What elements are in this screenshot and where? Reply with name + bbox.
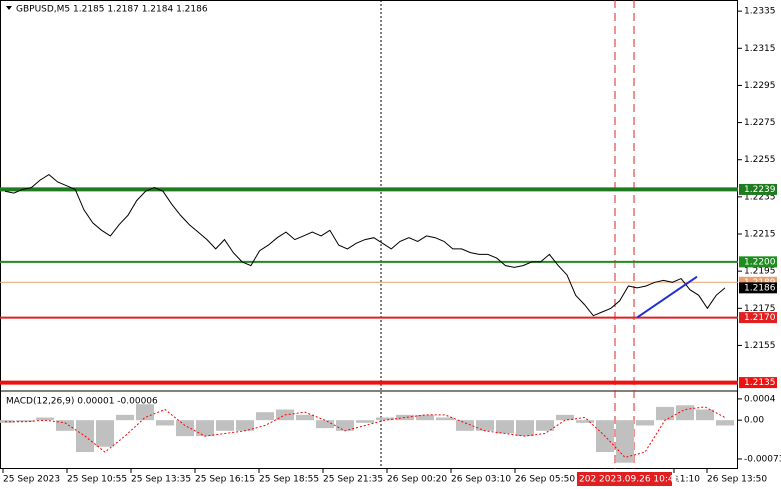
macd-bar	[16, 420, 34, 422]
cursor-time: 202 2023.09.26 10:45	[579, 475, 679, 485]
cursor-time-box	[577, 472, 672, 486]
macd-bar	[716, 420, 734, 426]
x-tick-label: 26 Sep 00:20	[387, 475, 447, 485]
macd-bar	[316, 420, 334, 429]
macd-bar	[576, 420, 594, 423]
signal-line	[5, 406, 726, 458]
x-tick-label: 25 Sep 13:35	[131, 475, 191, 485]
y-tick-label: 1.2255	[744, 155, 776, 165]
level-label: 1.2200	[744, 257, 776, 267]
macd-bar	[296, 414, 314, 421]
x-tick-label: 25 Sep 10:55	[67, 475, 127, 485]
y-tick-label: 1.2195	[744, 267, 776, 277]
macd-bar	[656, 406, 674, 421]
level-label-box	[739, 276, 777, 288]
x-tick-label: 25 Sep 18:55	[259, 475, 319, 485]
x-tick-label: 25 Sep 21:35	[323, 475, 383, 485]
trend-line	[636, 275, 698, 319]
level-label-box	[739, 256, 777, 268]
macd-bar	[556, 414, 574, 421]
macd-bar	[496, 420, 514, 434]
macd-bar	[356, 420, 374, 423]
level-label: 1.2186	[744, 283, 776, 293]
level-label: 1.2135	[744, 378, 776, 388]
y-tick-label: 1.2215	[744, 230, 776, 240]
macd-bar	[156, 420, 174, 426]
y-tick-label: 1.2335	[744, 7, 776, 17]
x-tick-label: 26 Sep 13:50	[707, 475, 767, 485]
macd-bar	[236, 420, 254, 431]
macd-bar	[216, 420, 234, 431]
macd-bar	[256, 412, 274, 421]
macd-bar	[616, 420, 634, 463]
macd-bar	[196, 420, 214, 437]
macd-bar	[176, 420, 194, 437]
x-tick-label: 25 Sep 2023	[3, 475, 60, 485]
y-tick-label: 1.2155	[744, 341, 776, 351]
y-tick-label: 1.2175	[744, 304, 776, 314]
macd-bar	[116, 414, 134, 421]
macd-bar	[136, 404, 154, 421]
macd-bar	[696, 409, 714, 421]
macd-bar	[396, 414, 414, 421]
macd-title: MACD(12,26,9) 0.00001 -0.00006	[6, 397, 158, 407]
x-tick-label: 11:10	[674, 475, 700, 485]
macd-bar	[536, 420, 554, 431]
x-tick-label: 26 Sep 05:50	[515, 475, 575, 485]
level-label: 1.2170	[744, 313, 776, 323]
macd-bar	[436, 417, 454, 421]
level-label: 1.2239	[744, 185, 776, 195]
level-label-box	[739, 183, 777, 195]
y-tick-label: -0.00073	[744, 454, 781, 464]
y-tick-label: 1.2315	[744, 44, 776, 54]
macd-bar	[416, 414, 434, 421]
level-label-box	[739, 312, 777, 324]
level-label-box	[739, 282, 777, 294]
macd-bar	[516, 420, 534, 437]
y-tick-label: 0.00	[744, 416, 764, 426]
macd-bar	[376, 417, 394, 421]
macd-bar	[96, 420, 114, 447]
macd-bar	[36, 417, 54, 421]
chart-title: GBPUSD,M5 1.2185 1.2187 1.2184 1.2186	[16, 5, 208, 15]
y-tick-label: 1.2235	[744, 192, 776, 202]
macd-bar	[336, 420, 354, 431]
y-tick-label: 1.2295	[744, 81, 776, 91]
macd-bar	[476, 420, 494, 431]
x-tick-label: 25 Sep 16:15	[195, 475, 255, 485]
level-label-box	[739, 377, 777, 389]
price-line	[4, 173, 726, 317]
menu-arrow	[6, 6, 12, 10]
macd-bar	[56, 420, 74, 431]
y-tick-label: 1.2275	[744, 118, 776, 128]
x-tick-label: 26 Sep 03:10	[451, 475, 511, 485]
macd-bar	[636, 420, 654, 426]
macd-bar	[456, 420, 474, 431]
y-tick-label: 0.0004	[744, 394, 776, 404]
